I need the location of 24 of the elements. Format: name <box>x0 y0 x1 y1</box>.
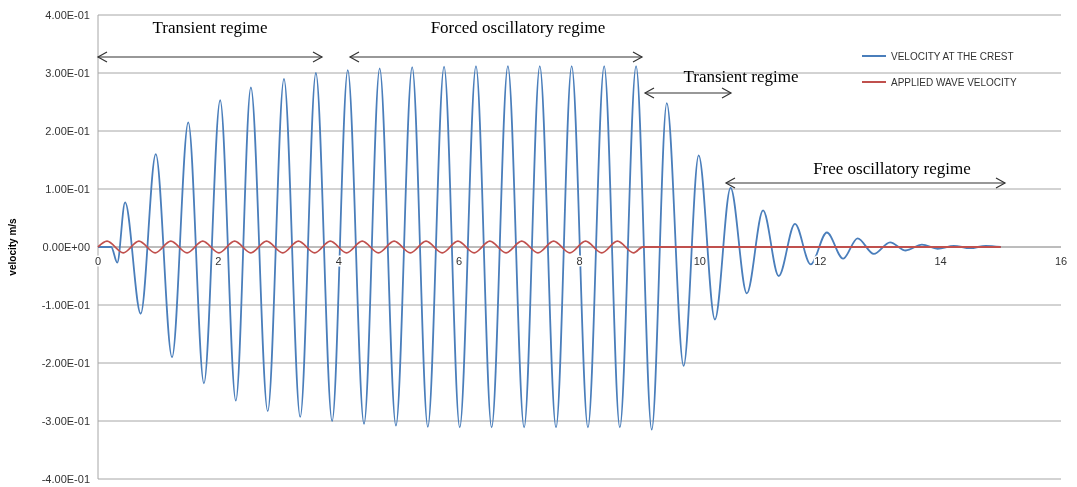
y-tick-label: -2.00E-01 <box>41 356 90 369</box>
x-tick-label: 6 <box>456 255 463 267</box>
x-tick-label: 0 <box>94 255 102 267</box>
x-tick-label: 14 <box>934 255 947 267</box>
annotation: Forced oscillatory regime <box>430 17 606 37</box>
legend-label: APPLIED WAVE VELOCITY <box>891 76 1017 88</box>
y-tick-label: -3.00E-01 <box>41 414 90 427</box>
x-tick-label: 10 <box>693 255 706 267</box>
y-tick-label: 2.00E-01 <box>45 124 90 137</box>
annotation: Free oscillatory regime <box>813 158 971 178</box>
y-tick-label: -1.00E-01 <box>41 298 90 311</box>
x-tick-label: 2 <box>215 255 222 267</box>
y-axis-title: velocity m/s <box>7 217 18 276</box>
x-tick-label: 12 <box>814 255 827 267</box>
y-tick-label: -4.00E-01 <box>41 472 90 485</box>
x-tick-label: 8 <box>576 255 583 267</box>
legend-label: VELOCITY AT THE CREST <box>891 50 1014 62</box>
y-tick-label: 1.00E-01 <box>45 182 90 195</box>
annotation: Transient regime <box>683 66 799 86</box>
y-tick-label: 4.00E-01 <box>45 8 90 21</box>
y-tick-label: 0.00E+00 <box>42 240 90 253</box>
annotation: Transient regime <box>152 17 268 37</box>
x-tick-label: 16 <box>1054 255 1068 267</box>
y-tick-label: 3.00E-01 <box>45 66 90 79</box>
